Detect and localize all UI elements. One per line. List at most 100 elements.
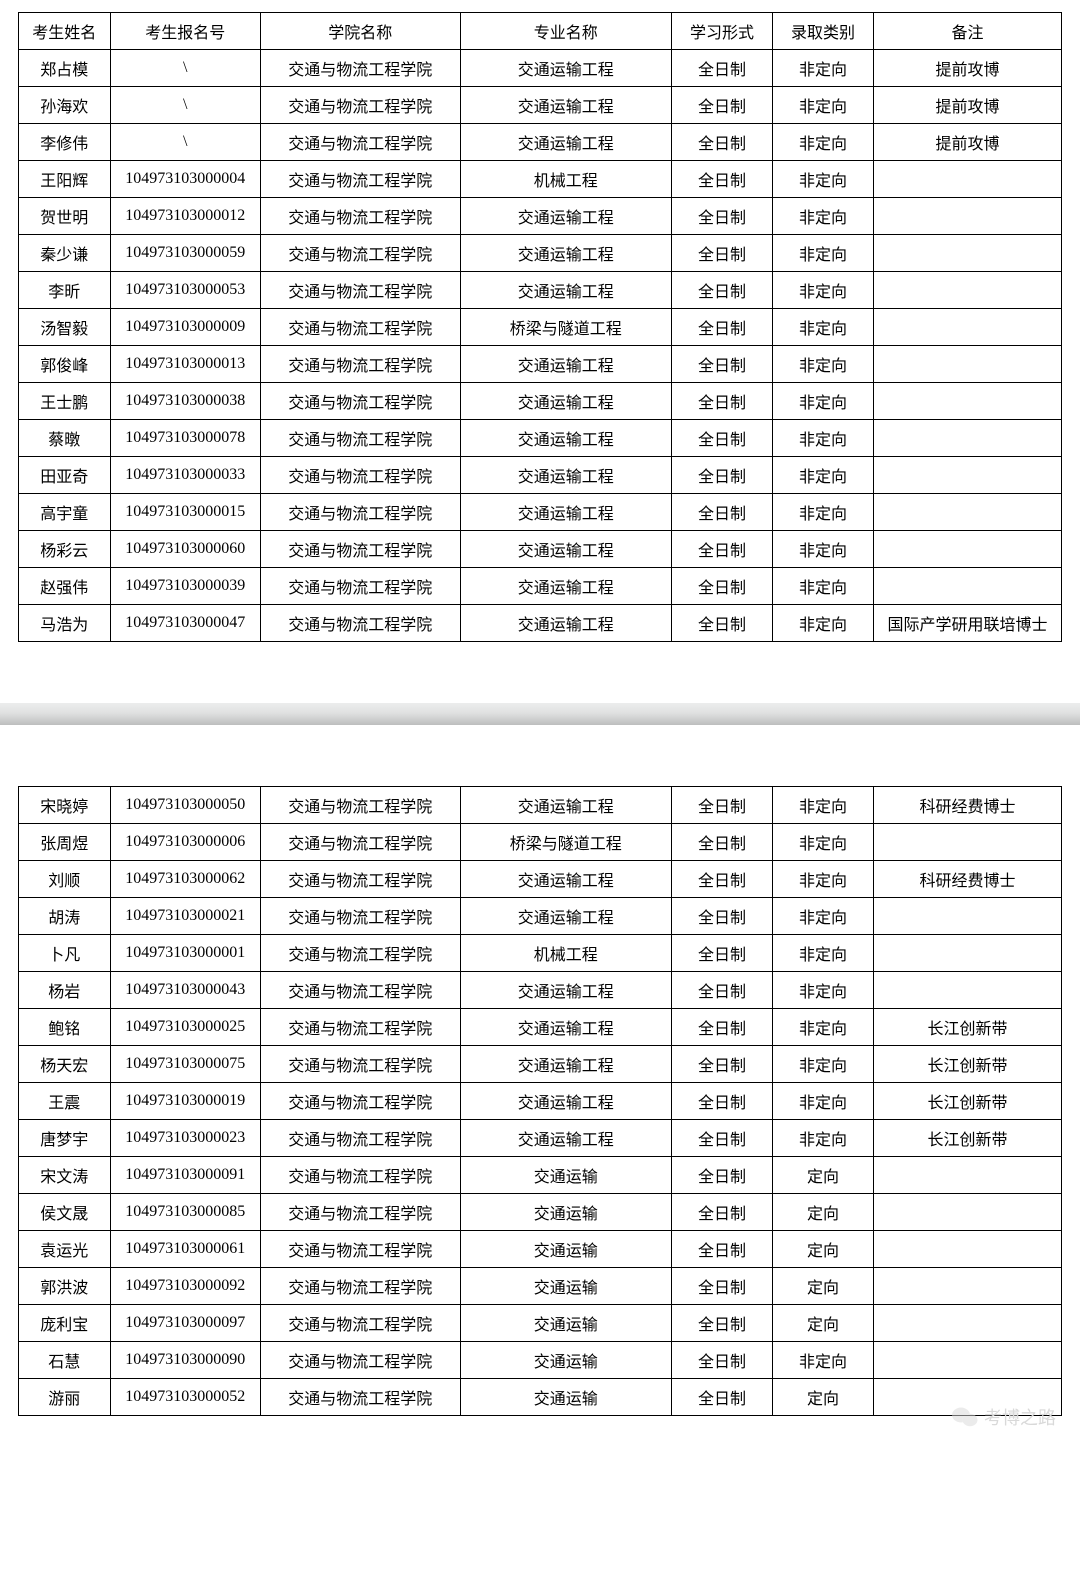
table-cell: 鲍铭 — [19, 1009, 111, 1046]
table-cell: 104973103000050 — [110, 787, 260, 824]
table-cell: 全日制 — [672, 531, 773, 568]
table-cell: 交通运输工程 — [460, 457, 671, 494]
table-cell: 交通运输工程 — [460, 787, 671, 824]
table-cell: 交通与物流工程学院 — [260, 1120, 460, 1157]
table-cell: 交通运输工程 — [460, 531, 671, 568]
table-cell: 秦少谦 — [19, 235, 111, 272]
table-row: 胡涛104973103000021交通与物流工程学院交通运输工程全日制非定向 — [19, 898, 1062, 935]
table-cell: 全日制 — [672, 972, 773, 1009]
table-cell: 104973103000060 — [110, 531, 260, 568]
table-cell: 104973103000097 — [110, 1305, 260, 1342]
table-cell: 交通与物流工程学院 — [260, 605, 460, 642]
table-cell: 交通与物流工程学院 — [260, 198, 460, 235]
table-cell: \ — [110, 124, 260, 161]
table-cell: 刘顺 — [19, 861, 111, 898]
table-cell — [874, 346, 1062, 383]
table-cell: 杨天宏 — [19, 1046, 111, 1083]
table-cell: 赵强伟 — [19, 568, 111, 605]
table-cell: 交通运输工程 — [460, 198, 671, 235]
table-cell: 宋晓婷 — [19, 787, 111, 824]
table-cell: 长江创新带 — [874, 1120, 1062, 1157]
table-cell: 李昕 — [19, 272, 111, 309]
table-cell: 非定向 — [773, 1009, 874, 1046]
table-cell — [874, 494, 1062, 531]
table-cell — [874, 972, 1062, 1009]
table-cell: 104973103000078 — [110, 420, 260, 457]
table-cell: 全日制 — [672, 50, 773, 87]
table-row: 王士鹏104973103000038交通与物流工程学院交通运输工程全日制非定向 — [19, 383, 1062, 420]
table-row: 王震104973103000019交通与物流工程学院交通运输工程全日制非定向长江… — [19, 1083, 1062, 1120]
table-cell: 交通与物流工程学院 — [260, 1305, 460, 1342]
table-cell: 全日制 — [672, 861, 773, 898]
table-cell — [874, 1194, 1062, 1231]
table-row: 刘顺104973103000062交通与物流工程学院交通运输工程全日制非定向科研… — [19, 861, 1062, 898]
table-cell: 宋文涛 — [19, 1157, 111, 1194]
table-cell: 交通与物流工程学院 — [260, 972, 460, 1009]
table-cell: 定向 — [773, 1194, 874, 1231]
table-cell: 交通运输工程 — [460, 87, 671, 124]
table-cell: 非定向 — [773, 1120, 874, 1157]
table-cell: 104973103000015 — [110, 494, 260, 531]
table-cell: 高宇童 — [19, 494, 111, 531]
table-cell: 104973103000021 — [110, 898, 260, 935]
table-cell: 非定向 — [773, 383, 874, 420]
header-row: 考生姓名 考生报名号 学院名称 专业名称 学习形式 录取类别 备注 — [19, 13, 1062, 50]
table-cell: 交通运输工程 — [460, 235, 671, 272]
divider-bar — [0, 703, 1080, 725]
table-cell: 104973103000009 — [110, 309, 260, 346]
table-cell: 非定向 — [773, 935, 874, 972]
table-row: 马浩为104973103000047交通与物流工程学院交通运输工程全日制非定向国… — [19, 605, 1062, 642]
table-cell: 全日制 — [672, 605, 773, 642]
table-cell: 非定向 — [773, 161, 874, 198]
table-cell: 104973103000038 — [110, 383, 260, 420]
table-cell: 石慧 — [19, 1342, 111, 1379]
table-cell: 104973103000062 — [110, 861, 260, 898]
table-cell: 全日制 — [672, 346, 773, 383]
table-cell — [874, 235, 1062, 272]
table-cell: 张周煜 — [19, 824, 111, 861]
table-cell: 贺世明 — [19, 198, 111, 235]
table-cell: 游丽 — [19, 1379, 111, 1416]
table-cell: \ — [110, 87, 260, 124]
table-cell — [874, 824, 1062, 861]
table-cell: 交通与物流工程学院 — [260, 1342, 460, 1379]
table-cell: 全日制 — [672, 898, 773, 935]
table-cell: 交通运输 — [460, 1342, 671, 1379]
table-row: 孙海欢\交通与物流工程学院交通运输工程全日制非定向提前攻博 — [19, 87, 1062, 124]
admission-table-2: 宋晓婷104973103000050交通与物流工程学院交通运输工程全日制非定向科… — [18, 786, 1062, 1416]
table-cell: 非定向 — [773, 824, 874, 861]
table-cell: 全日制 — [672, 1194, 773, 1231]
table-cell: 交通与物流工程学院 — [260, 50, 460, 87]
table-cell: 全日制 — [672, 1046, 773, 1083]
table-cell: 交通与物流工程学院 — [260, 1009, 460, 1046]
table-row: 贺世明104973103000012交通与物流工程学院交通运输工程全日制非定向 — [19, 198, 1062, 235]
table-cell: 非定向 — [773, 568, 874, 605]
table-cell: 104973103000013 — [110, 346, 260, 383]
table-cell: 非定向 — [773, 787, 874, 824]
table-cell: 全日制 — [672, 383, 773, 420]
table-row: 张周煜104973103000006交通与物流工程学院桥梁与隧道工程全日制非定向 — [19, 824, 1062, 861]
table-cell: 104973103000023 — [110, 1120, 260, 1157]
table-cell: 交通运输工程 — [460, 346, 671, 383]
table-cell — [874, 1305, 1062, 1342]
table-cell: 全日制 — [672, 1157, 773, 1194]
table-cell — [874, 198, 1062, 235]
table-cell: 郭洪波 — [19, 1268, 111, 1305]
table-cell: 交通运输工程 — [460, 1046, 671, 1083]
table-cell: 交通运输工程 — [460, 383, 671, 420]
table2-container: 宋晓婷104973103000050交通与物流工程学院交通运输工程全日制非定向科… — [0, 774, 1080, 1444]
table-cell: 王士鹏 — [19, 383, 111, 420]
table-cell: 非定向 — [773, 972, 874, 1009]
table-cell: 104973103000039 — [110, 568, 260, 605]
table-cell: 104973103000085 — [110, 1194, 260, 1231]
table-cell: 科研经费博士 — [874, 861, 1062, 898]
table-cell: 交通运输工程 — [460, 605, 671, 642]
table-cell: 104973103000001 — [110, 935, 260, 972]
table-cell: 交通与物流工程学院 — [260, 272, 460, 309]
table-row: 游丽104973103000052交通与物流工程学院交通运输全日制定向 — [19, 1379, 1062, 1416]
table-cell — [874, 383, 1062, 420]
table-cell: 交通运输工程 — [460, 1120, 671, 1157]
table-cell: 非定向 — [773, 1083, 874, 1120]
table-cell: 郭俊峰 — [19, 346, 111, 383]
page-divider — [0, 654, 1080, 774]
